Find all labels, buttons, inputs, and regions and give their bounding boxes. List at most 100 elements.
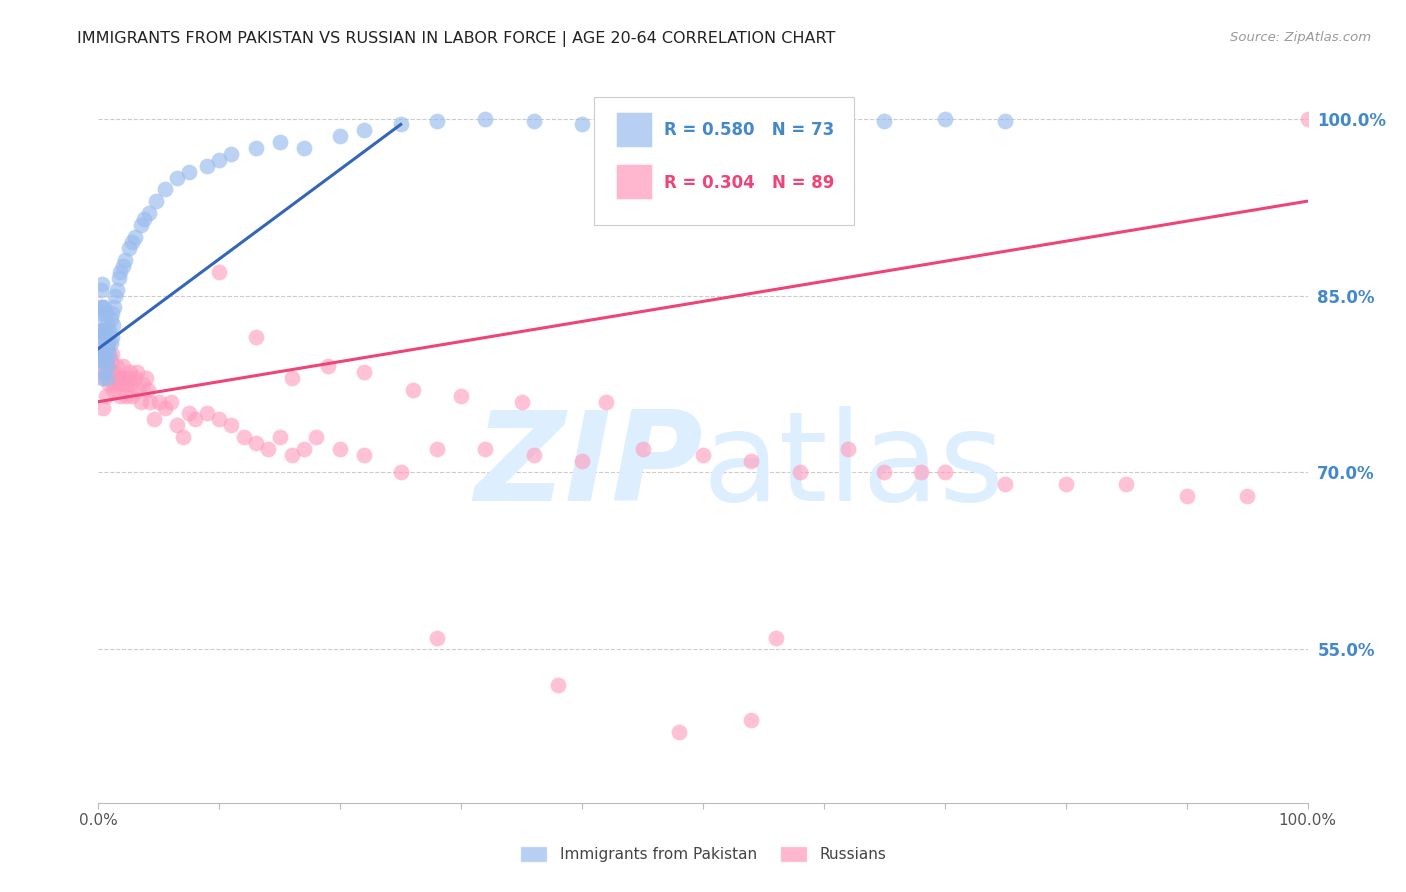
Point (89, 324, 111, 338)
Point (1296, 112, 1319, 126)
Point (91, 324, 114, 338)
Point (172, 430, 194, 444)
Point (316, 359, 339, 374)
Point (740, 713, 762, 727)
Point (97, 335, 120, 350)
Point (127, 383, 149, 397)
Text: ZIP: ZIP (474, 406, 703, 527)
Point (90, 330, 112, 344)
Point (101, 318, 124, 332)
Point (765, 631, 787, 645)
Point (90, 283, 112, 297)
Point (450, 389, 472, 403)
Point (107, 371, 129, 385)
Point (91, 371, 114, 385)
Point (98, 324, 121, 338)
Point (402, 383, 425, 397)
Point (89, 301, 111, 315)
Point (426, 631, 449, 645)
Point (98, 376, 121, 391)
Text: Source: ZipAtlas.com: Source: ZipAtlas.com (1230, 31, 1371, 45)
Point (110, 371, 132, 385)
Point (108, 265, 131, 279)
Point (232, 430, 254, 444)
Point (129, 218, 152, 232)
Point (93, 365, 115, 379)
Point (114, 371, 136, 385)
Point (329, 129, 352, 144)
Point (1175, 489, 1198, 503)
Point (195, 407, 218, 421)
Point (91, 335, 114, 350)
Point (873, 466, 896, 480)
Point (256, 442, 278, 456)
Point (269, 430, 291, 444)
Point (208, 265, 231, 279)
Point (523, 448, 546, 462)
Point (100, 347, 122, 361)
Point (329, 442, 352, 456)
Point (100, 330, 122, 344)
Point (93, 347, 115, 361)
Point (139, 394, 162, 409)
Point (143, 412, 166, 426)
Point (692, 112, 714, 126)
Point (96, 318, 118, 332)
Point (994, 477, 1017, 491)
Point (118, 241, 141, 255)
Point (292, 141, 315, 155)
Point (179, 164, 201, 178)
Point (96, 347, 118, 361)
Point (103, 365, 125, 379)
Point (91, 312, 114, 326)
Point (91, 301, 114, 315)
Text: R = 0.304   N = 89: R = 0.304 N = 89 (664, 174, 835, 192)
Point (91, 347, 114, 361)
Point (305, 430, 328, 444)
Point (97, 359, 120, 374)
Point (91, 347, 114, 361)
Point (124, 229, 146, 244)
Point (93, 371, 115, 385)
Point (1115, 477, 1137, 491)
Point (166, 170, 188, 185)
Point (148, 394, 170, 409)
Legend: Immigrants from Pakistan, Russians: Immigrants from Pakistan, Russians (513, 840, 893, 868)
FancyBboxPatch shape (616, 112, 652, 146)
Point (752, 114, 775, 128)
Point (195, 159, 218, 173)
Point (208, 153, 231, 167)
Point (353, 365, 375, 379)
Point (104, 288, 127, 302)
Point (138, 206, 160, 220)
Point (426, 114, 449, 128)
Point (571, 453, 593, 467)
Point (100, 335, 122, 350)
Point (1054, 477, 1077, 491)
Point (93, 301, 115, 315)
Point (134, 211, 156, 226)
Point (353, 123, 375, 137)
Point (910, 466, 932, 480)
Point (108, 389, 131, 403)
Point (668, 725, 690, 739)
Point (91, 277, 114, 291)
Point (96, 371, 118, 385)
Point (108, 376, 131, 391)
Point (108, 270, 131, 285)
Point (94, 389, 117, 403)
Point (595, 394, 617, 409)
Point (129, 394, 152, 409)
Point (96, 342, 118, 356)
Point (692, 448, 714, 462)
Point (281, 448, 304, 462)
Point (571, 118, 593, 132)
Point (789, 466, 811, 480)
Text: IMMIGRANTS FROM PAKISTAN VS RUSSIAN IN LABOR FORCE | AGE 20-64 CORRELATION CHART: IMMIGRANTS FROM PAKISTAN VS RUSSIAN IN L… (77, 31, 835, 47)
Point (118, 371, 141, 385)
Point (179, 407, 201, 421)
Point (111, 259, 134, 273)
Point (873, 114, 896, 128)
Point (91, 342, 114, 356)
Point (1236, 489, 1258, 503)
